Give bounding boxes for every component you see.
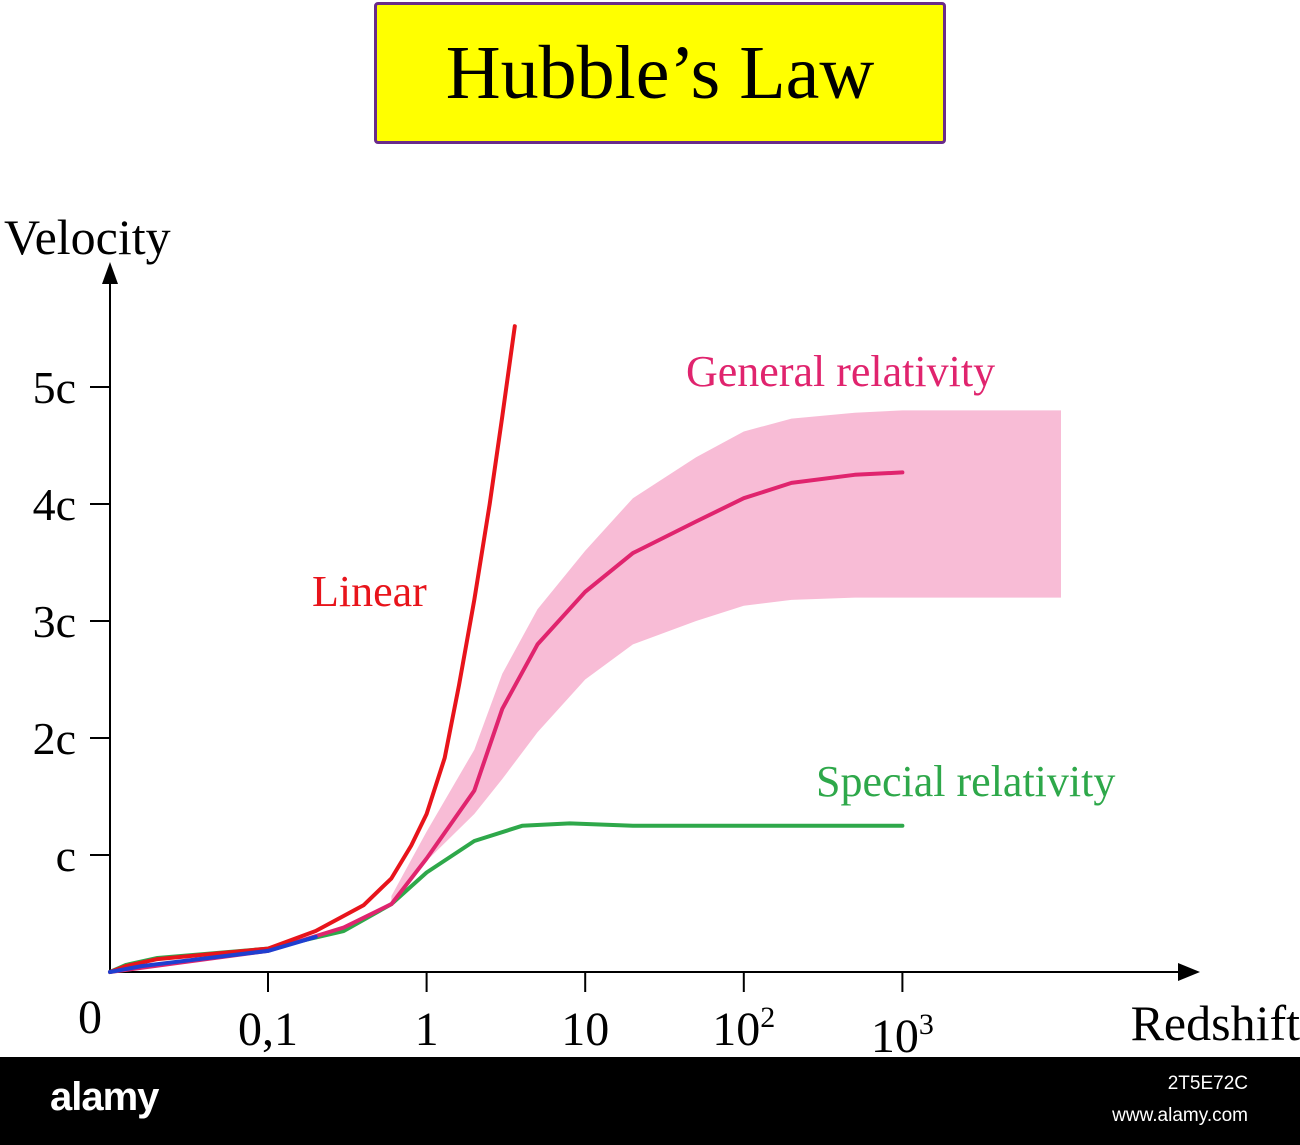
y-tick-label-c: c: [56, 830, 76, 881]
y-tick-label-2c: 2c: [33, 713, 76, 764]
general-relativity-label: General relativity: [686, 347, 995, 396]
linear-line: [108, 324, 517, 974]
y-axis-arrow: [102, 262, 118, 284]
x-tick-label-1: 1: [415, 1003, 439, 1056]
x-tick-exponent-10-2: 2: [760, 1001, 775, 1034]
linear-label: Linear: [312, 567, 427, 616]
watermark-url: www.alamy.com: [1112, 1105, 1248, 1126]
x-tick-label-10: 10: [561, 1003, 609, 1056]
x-axis-arrow: [1178, 963, 1200, 981]
watermark-bar: alamy 2T5E72C www.alamy.com: [0, 1057, 1300, 1145]
special-relativity-line: [108, 821, 905, 974]
x-tick-label-0: 0: [78, 991, 102, 1044]
x-tick-label-0-1: 0,1: [238, 1003, 298, 1056]
y-axis-label: Velocity: [4, 209, 171, 265]
watermark-brand: alamy: [50, 1075, 159, 1119]
y-tick-label-5c: 5c: [33, 362, 76, 413]
special-relativity-label: Special relativity: [816, 757, 1115, 806]
x-tick-exponent-10-3: 3: [919, 1008, 934, 1041]
general-relativity-line: [108, 470, 905, 974]
general-relativity-band: [391, 410, 1061, 902]
x-tick-label-10-3: 103: [871, 1008, 934, 1057]
x-axis-label: Redshift: [1131, 995, 1300, 1051]
low-redshift-segment-line: [108, 934, 318, 974]
y-tick-label-4c: 4c: [33, 479, 76, 530]
title-box: Hubble’s Law: [374, 2, 946, 144]
chart-title: Hubble’s Law: [445, 30, 875, 115]
x-tick-label-10-2: 102: [712, 1001, 775, 1056]
chart: Velocity Redshift c 2c 3c 4c 5c 0 0,1 1 10 102 103 Li…: [4, 209, 1300, 1057]
y-tick-label-3c: 3c: [33, 596, 76, 647]
watermark-image-id: 2T5E72C: [1167, 1073, 1248, 1094]
